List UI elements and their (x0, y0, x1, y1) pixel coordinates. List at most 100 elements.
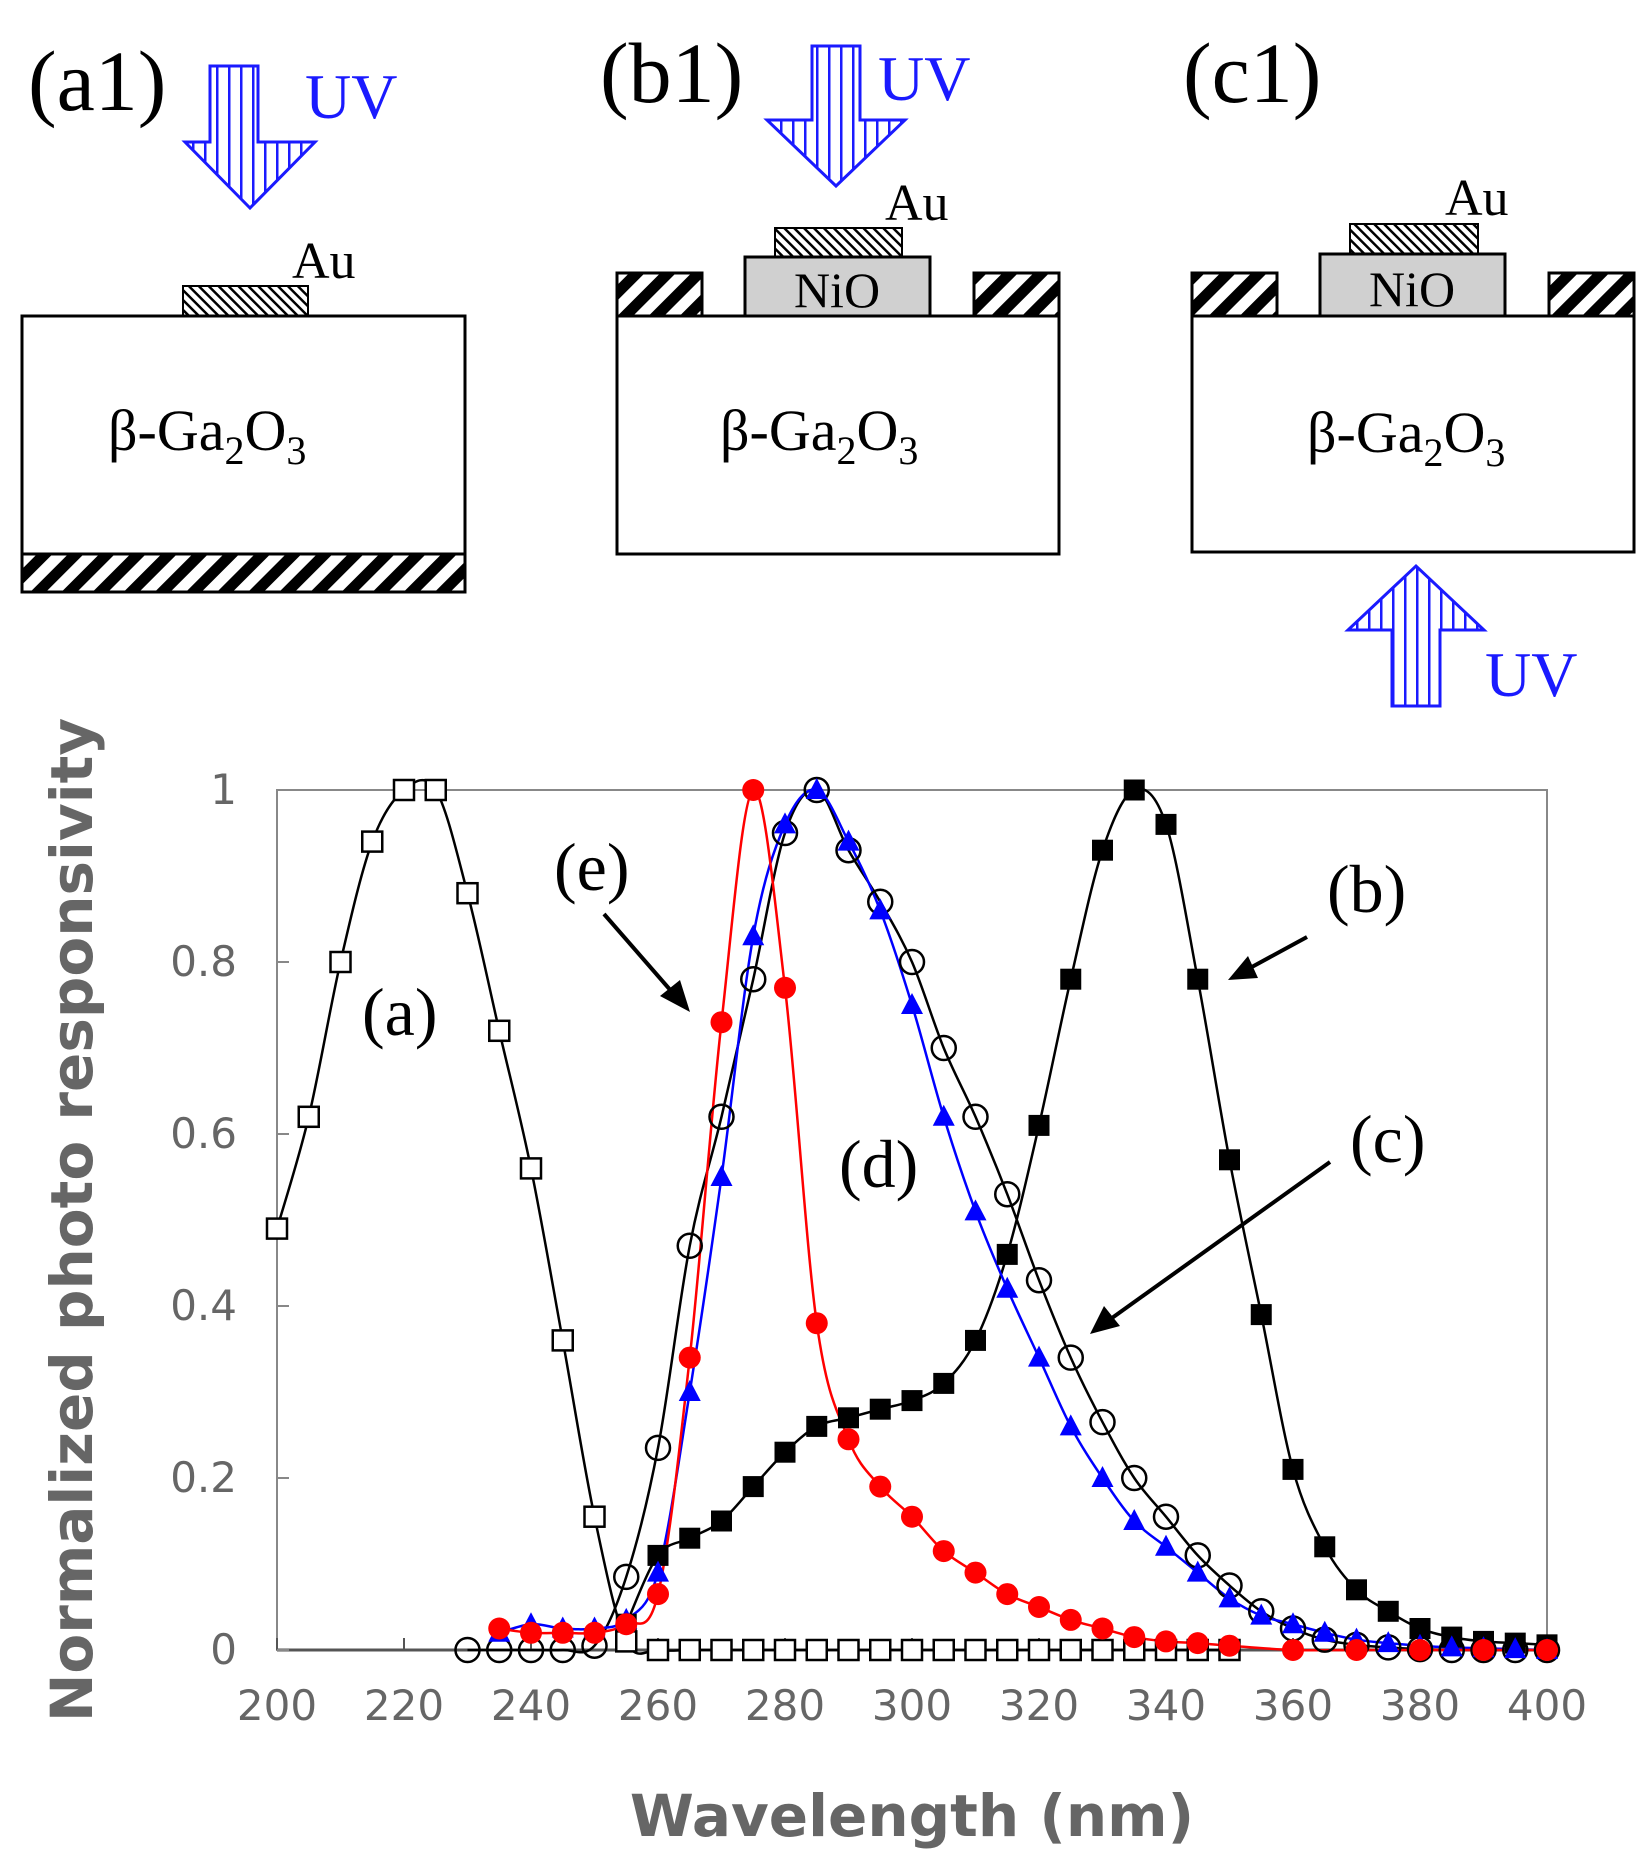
data-point-e (488, 1617, 511, 1640)
data-point-b (1314, 1536, 1336, 1558)
data-point-b (1250, 1304, 1272, 1326)
data-point-c (898, 948, 926, 976)
data-point-b (806, 1415, 828, 1437)
y-tick-label: 0.4 (170, 1281, 237, 1330)
data-point-c (1057, 1344, 1084, 1371)
data-point-b (1060, 968, 1082, 990)
diagram-a1-substrate (20, 314, 467, 556)
data-point-e (964, 1561, 987, 1584)
y-tick-label: 0 (210, 1625, 237, 1674)
uv-arrow-up-icon (1344, 563, 1488, 708)
diagram-c1-nio-label: NiO (1369, 261, 1455, 317)
diagram-b1-nio-label: NiO (794, 262, 880, 318)
data-point-c (644, 1434, 672, 1462)
data-point-a (519, 1157, 543, 1180)
series-label-c: (c) (1350, 1101, 1425, 1177)
data-point-d (1504, 1637, 1527, 1659)
diagram-b1-au-electrode (774, 227, 903, 258)
x-axis-label: Wavelength (nm) (630, 1782, 1194, 1850)
series-label-e: (e) (554, 829, 629, 905)
x-tick-label: 380 (1380, 1681, 1460, 1730)
data-point-a (805, 1638, 828, 1662)
data-point-b (901, 1390, 923, 1412)
data-point-e (1028, 1596, 1050, 1618)
x-tick-label: 200 (237, 1681, 317, 1730)
data-point-d (932, 1104, 955, 1126)
data-point-d (710, 1165, 733, 1186)
data-point-b (711, 1510, 732, 1532)
data-point-a (996, 1638, 1019, 1662)
data-point-e (551, 1621, 574, 1644)
data-point-e (901, 1505, 923, 1528)
data-point-b (933, 1372, 955, 1394)
data-point-b (1187, 968, 1209, 990)
y-tick-label: 0.6 (170, 1109, 237, 1158)
data-point-d (1218, 1586, 1241, 1608)
data-point-e (1345, 1639, 1368, 1661)
diagram-b1-substrate-label: β-Ga2O3 (720, 398, 918, 473)
diagram-c1: (c1) Au NiO β-Ga2O3 UV (1183, 25, 1636, 710)
data-point-b (965, 1329, 986, 1351)
data-point-e (774, 976, 796, 999)
diagram-b1-left-contact (615, 271, 704, 318)
diagram-c1-left-contact (1190, 271, 1279, 318)
data-point-c (454, 1636, 481, 1664)
data-point-d (964, 1199, 987, 1221)
diagram-a1-substrate-label: β-Ga2O3 (108, 398, 306, 473)
data-point-e (1282, 1639, 1304, 1661)
data-point-a (1091, 1638, 1114, 1662)
data-point-d (901, 993, 923, 1014)
data-point-d (1313, 1620, 1336, 1642)
data-point-a (456, 881, 479, 905)
data-point-c (676, 1232, 703, 1260)
diagram-c1-right-contact (1547, 271, 1636, 318)
x-tick-label: 320 (999, 1681, 1079, 1730)
data-point-c (930, 1034, 957, 1062)
data-point-a (551, 1329, 574, 1352)
data-point-b (838, 1407, 859, 1429)
data-point-e (1409, 1639, 1431, 1661)
data-point-a (932, 1638, 955, 1662)
data-point-d (678, 1380, 701, 1401)
y-axis-label: Normalized photo responsivity (38, 718, 106, 1722)
data-point-a (329, 950, 352, 974)
uv-arrow-down-icon (763, 44, 909, 189)
data-point-e (1472, 1639, 1495, 1661)
data-point-b (1092, 839, 1113, 861)
data-point-a (678, 1638, 701, 1662)
series-line-b (625, 787, 1548, 1647)
data-point-a (742, 1638, 765, 1662)
data-point-d (1123, 1509, 1146, 1530)
x-tick-label: 280 (745, 1681, 825, 1730)
data-point-e (869, 1475, 892, 1498)
data-point-c (740, 965, 767, 993)
data-point-d (869, 898, 892, 920)
data-point-a (583, 1505, 606, 1528)
data-point-e (1155, 1630, 1177, 1653)
diagram-a1-au-electrode (182, 285, 309, 317)
series-label-a: (a) (362, 974, 437, 1050)
data-point-e (647, 1583, 669, 1606)
y-tick-label: 0.8 (170, 937, 237, 986)
data-point-d (1250, 1603, 1273, 1625)
data-point-a (837, 1638, 860, 1662)
data-point-d (1282, 1612, 1304, 1634)
data-point-a (297, 1105, 320, 1129)
y-tick-label: 0.2 (170, 1453, 237, 1502)
data-point-d (1155, 1534, 1177, 1556)
data-point-a (773, 1638, 797, 1662)
data-point-e (742, 779, 765, 801)
x-tick-label: 220 (364, 1681, 444, 1730)
data-point-b (679, 1527, 701, 1549)
diagram-c1-nio-layer (1318, 252, 1507, 318)
x-tick-label: 340 (1126, 1681, 1206, 1730)
data-point-b (1346, 1579, 1367, 1601)
data-point-b (1028, 1114, 1050, 1136)
x-tick-label: 360 (1253, 1681, 1333, 1730)
data-point-c (1121, 1464, 1148, 1492)
data-point-d (1186, 1560, 1209, 1582)
diagram-a1-back-contact (20, 552, 467, 594)
data-point-c (962, 1103, 989, 1131)
diagram-c1-au-electrode (1349, 223, 1479, 255)
